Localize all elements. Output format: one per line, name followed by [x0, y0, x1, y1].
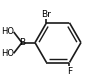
Text: Br: Br	[42, 10, 51, 19]
Text: HO: HO	[1, 27, 14, 36]
Text: B: B	[19, 38, 25, 47]
Text: HO: HO	[1, 49, 14, 58]
Text: F: F	[67, 67, 72, 76]
